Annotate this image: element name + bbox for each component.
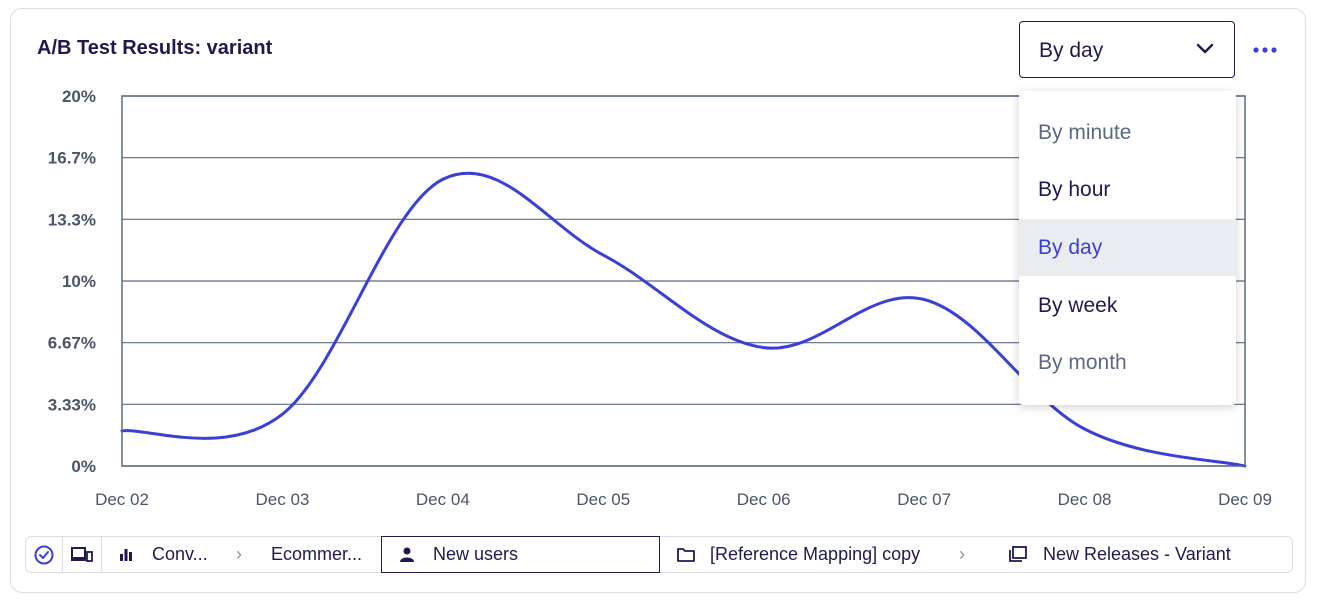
granularity-value: By day	[1039, 39, 1104, 62]
breadcrumb-item-reference-mapping[interactable]: [Reference Mapping] copy	[710, 544, 921, 564]
chevron-down-icon	[1196, 43, 1214, 54]
chevron-right-icon: ›	[959, 544, 965, 564]
y-tick-label: 3.33%	[48, 395, 96, 414]
x-tick-label: Dec 09	[1218, 490, 1272, 509]
y-tick-label: 6.67%	[48, 334, 96, 353]
option-by-minute[interactable]: By minute	[1038, 121, 1132, 144]
y-tick-label: 16.7%	[48, 149, 96, 168]
x-tick-label: Dec 06	[737, 490, 791, 509]
copy-icon	[1009, 546, 1027, 562]
granularity-menu: By minute By hour By day By week By mont…	[1019, 91, 1236, 405]
y-tick-label: 13.3%	[48, 210, 96, 229]
breadcrumb-item-conv[interactable]: Conv...	[152, 544, 208, 564]
x-tick-label: Dec 04	[416, 490, 470, 509]
check-circle-icon[interactable]	[34, 545, 54, 565]
plot-frame	[121, 95, 1246, 467]
chart-title: A/B Test Results: variant	[37, 37, 273, 59]
granularity-select[interactable]: By day	[1019, 21, 1235, 78]
devices-icon[interactable]	[71, 546, 93, 564]
option-by-hour[interactable]: By hour	[1038, 178, 1111, 201]
x-tick-label: Dec 08	[1058, 490, 1112, 509]
x-tick-label: Dec 03	[255, 490, 309, 509]
divider	[62, 537, 63, 572]
breadcrumb-item-new-releases[interactable]: New Releases - Variant	[1043, 544, 1231, 564]
breadcrumb: Conv... › Ecommer... New users [Referenc…	[25, 536, 1293, 573]
bar-chart-icon	[120, 549, 132, 561]
x-tick-label: Dec 05	[576, 490, 630, 509]
y-tick-label: 20%	[62, 87, 96, 106]
breadcrumb-item-ecommerce[interactable]: Ecommer...	[271, 544, 363, 564]
y-axis: 0% 3.33% 6.67% 10% 13.3% 16.7% 20%	[48, 87, 96, 476]
y-tick-label: 10%	[62, 272, 96, 291]
option-by-month[interactable]: By month	[1038, 351, 1127, 374]
breadcrumb-item-active[interactable]: New users	[381, 536, 660, 573]
divider	[101, 537, 102, 572]
option-by-day[interactable]: By day	[1019, 219, 1236, 276]
option-by-week[interactable]: By week	[1038, 294, 1118, 317]
user-icon	[400, 547, 414, 562]
chevron-right-icon: ›	[236, 544, 242, 564]
y-tick-label: 0%	[71, 457, 96, 476]
x-tick-label: Dec 02	[95, 490, 149, 509]
breadcrumb-item-new-users: New users	[433, 544, 519, 564]
folder-icon	[677, 548, 695, 562]
x-tick-label: Dec 07	[897, 490, 951, 509]
more-icon[interactable]	[1251, 40, 1279, 60]
x-axis: Dec 02 Dec 03 Dec 04 Dec 05 Dec 06 Dec 07 Dec …	[95, 490, 1272, 509]
